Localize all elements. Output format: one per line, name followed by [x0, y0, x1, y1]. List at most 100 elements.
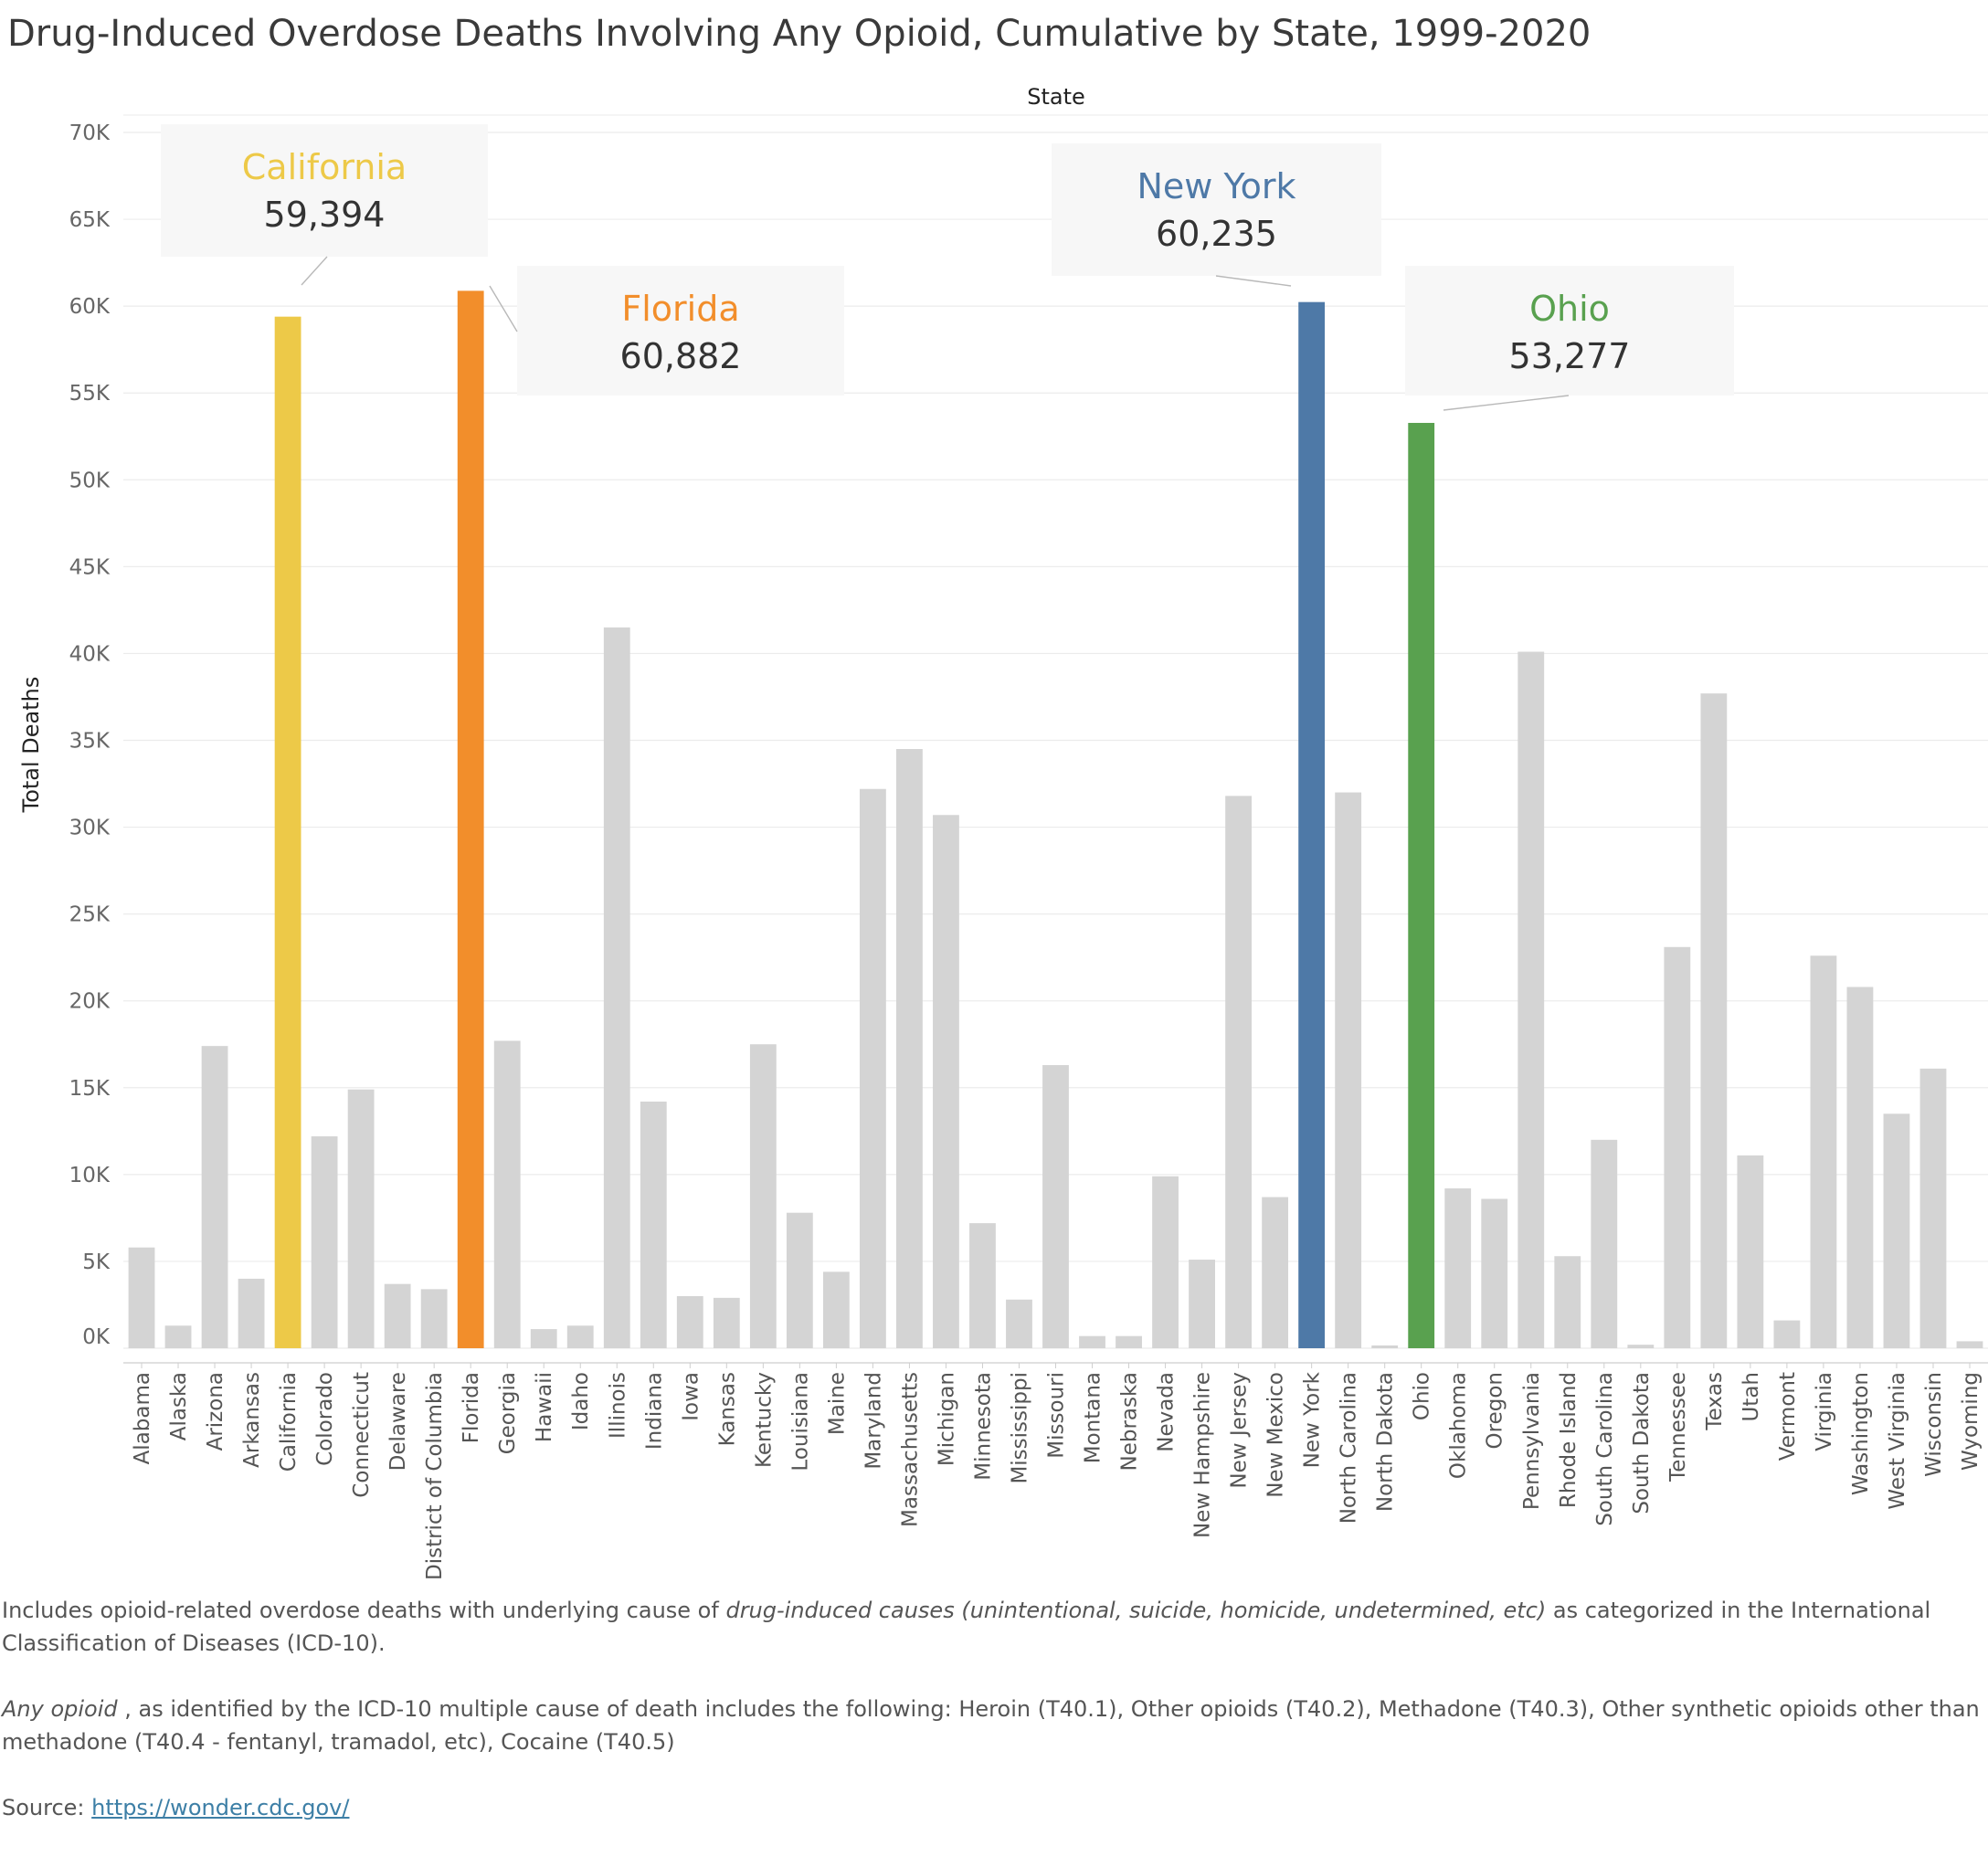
y-tick-label: 30K	[69, 817, 111, 840]
footnotes: Includes opioid-related overdose deaths …	[2, 1594, 1984, 1857]
y-tick-label: 55K	[69, 382, 111, 406]
bar	[201, 1046, 228, 1348]
y-tick-label: 5K	[82, 1250, 111, 1274]
bar	[1042, 1065, 1069, 1348]
bar	[822, 1271, 850, 1348]
bar	[1700, 693, 1728, 1348]
bar	[1079, 1335, 1105, 1348]
y-tick-label: 0K	[82, 1325, 111, 1349]
x-tick-label: Oklahoma	[1447, 1372, 1471, 1479]
bar	[1262, 1197, 1289, 1348]
x-axis-title: State	[1027, 84, 1085, 110]
x-tick-label: Vermont	[1776, 1372, 1800, 1461]
x-tick-label: Arizona	[204, 1372, 227, 1451]
bar	[1116, 1335, 1142, 1348]
x-tick-label: Arkansas	[240, 1372, 264, 1468]
x-tick-label: Montana	[1082, 1372, 1105, 1463]
y-tick-label: 60K	[69, 295, 111, 319]
callout-box	[161, 124, 488, 257]
x-axis-ticks: Alabama Alaska Arizona Arkansas California Co…	[131, 1363, 1983, 1580]
callout-value-label: 60,235	[1156, 214, 1277, 254]
callout-state-label: New York	[1137, 166, 1295, 206]
bar	[1189, 1260, 1215, 1348]
x-tick-label: Pennsylvania	[1520, 1372, 1544, 1510]
callout-state-label: Ohio	[1529, 289, 1610, 329]
bar	[1591, 1139, 1618, 1348]
y-tick-label: 20K	[69, 990, 111, 1014]
bar	[347, 1089, 375, 1348]
y-tick-label: 35K	[69, 730, 111, 754]
callout-box	[1052, 143, 1381, 276]
x-tick-label: New Mexico	[1264, 1372, 1288, 1498]
x-tick-label: Oregon	[1484, 1372, 1507, 1449]
y-axis-title: Total Deaths	[18, 677, 44, 814]
callout-value-label: 59,394	[264, 195, 386, 235]
bar	[969, 1223, 996, 1348]
x-tick-label: Iowa	[679, 1372, 703, 1421]
x-tick-label: Colorado	[313, 1372, 337, 1466]
bar	[238, 1278, 265, 1348]
bar	[1810, 955, 1837, 1348]
bar	[164, 1325, 192, 1348]
y-tick-label: 50K	[69, 469, 111, 492]
bar	[1335, 792, 1362, 1348]
x-tick-label: Louisiana	[788, 1372, 812, 1472]
bar	[384, 1283, 411, 1348]
bar	[1298, 301, 1326, 1348]
bar	[786, 1212, 813, 1348]
callout-ohio: Ohio 53,277	[1405, 266, 1734, 411]
bar	[1554, 1256, 1581, 1348]
bar	[640, 1101, 667, 1348]
x-tick-label: Alabama	[131, 1372, 154, 1464]
x-tick-label: Tennessee	[1666, 1372, 1690, 1482]
bar	[1664, 946, 1691, 1348]
x-tick-label: Hawaii	[533, 1372, 556, 1442]
x-tick-label: Kansas	[715, 1372, 739, 1446]
x-tick-label: Maine	[825, 1372, 849, 1435]
bar	[1152, 1176, 1179, 1348]
bar	[1956, 1341, 1983, 1348]
x-tick-label: New York	[1301, 1371, 1325, 1468]
callouts: California 59,394 Florida 60,882 New York 60,…	[161, 124, 1734, 411]
bar	[420, 1289, 448, 1348]
bar	[1481, 1198, 1508, 1348]
x-tick-label: North Dakota	[1374, 1372, 1398, 1512]
x-tick-label: Washington	[1849, 1372, 1873, 1495]
bar-chart: 0K 5K 10K 15K 20K 25K 30K 35K 40K 45K 50K 55K 60K 65K…	[18, 84, 1988, 1580]
callout-value-label: 53,277	[1509, 336, 1631, 376]
callout-value-label: 60,882	[620, 336, 742, 376]
x-tick-label: Nebraska	[1118, 1372, 1142, 1472]
y-tick-label: 40K	[69, 642, 111, 666]
bar	[749, 1044, 777, 1348]
callout-state-label: California	[242, 147, 407, 187]
bar	[603, 627, 630, 1348]
callout-florida: Florida 60,882	[489, 266, 844, 396]
bar	[713, 1297, 740, 1348]
x-tick-label: Alaska	[167, 1372, 191, 1440]
bar	[128, 1247, 155, 1348]
callout-leader-line	[1443, 395, 1570, 411]
bar	[457, 290, 484, 1348]
x-tick-label: North Carolina	[1338, 1372, 1361, 1524]
x-tick-label: Georgia	[496, 1372, 520, 1454]
bar	[1919, 1068, 1947, 1348]
chart-title: Drug-Induced Overdose Deaths Involving A…	[7, 13, 1591, 55]
callout-new-york: New York 60,235	[1052, 143, 1381, 287]
bar	[1006, 1299, 1032, 1348]
x-tick-label: Idaho	[569, 1372, 593, 1430]
bar	[933, 815, 959, 1348]
x-tick-label: Connecticut	[350, 1372, 374, 1498]
x-tick-label: Texas	[1703, 1372, 1727, 1431]
x-tick-label: Rhode Island	[1557, 1372, 1581, 1508]
x-tick-label: West Virginia	[1886, 1372, 1909, 1510]
bar	[896, 749, 923, 1348]
footnote-source: Source: https://wonder.cdc.gov/	[2, 1795, 350, 1820]
x-tick-label: Florida	[460, 1372, 483, 1443]
x-tick-label: Indiana	[642, 1372, 666, 1450]
y-axis-ticks: 0K 5K 10K 15K 20K 25K 30K 35K 40K 45K 50K 55K 60K 65K…	[69, 121, 111, 1349]
x-tick-label: Delaware	[386, 1372, 410, 1471]
source-link[interactable]: https://wonder.cdc.gov/	[91, 1795, 350, 1820]
x-tick-label: Wisconsin	[1922, 1372, 1946, 1477]
x-tick-label: Nevada	[1155, 1372, 1179, 1452]
x-tick-label: Missouri	[1045, 1372, 1069, 1459]
